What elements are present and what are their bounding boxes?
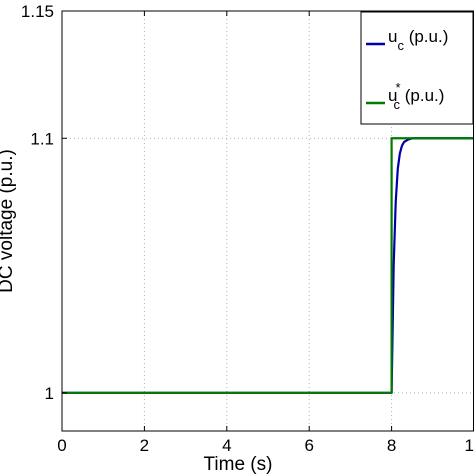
y-tick-label: 1.1 bbox=[30, 129, 54, 148]
y-tick-label: 1 bbox=[45, 384, 54, 403]
x-tick-label: 4 bbox=[222, 436, 231, 455]
y-axis-label: DC voltage (p.u.) bbox=[0, 149, 17, 293]
legend-box bbox=[360, 11, 474, 125]
legend: uc (p.u.) u* c (p.u.) bbox=[360, 11, 474, 125]
legend-entry: uc (p.u.) bbox=[388, 27, 448, 53]
x-tick-label: 2 bbox=[140, 436, 149, 455]
x-tick-label: 6 bbox=[304, 436, 313, 455]
x-tick-label: 8 bbox=[387, 436, 396, 455]
series-line-uc-ref bbox=[62, 137, 474, 394]
x-tick-label: 10 bbox=[465, 436, 474, 455]
x-tick-label: 0 bbox=[57, 436, 66, 455]
series-layer bbox=[62, 137, 474, 394]
x-axis-label: Time (s) bbox=[204, 454, 273, 474]
y-tick-label: 1.15 bbox=[21, 2, 54, 21]
legend-entry: u* c (p.u.) bbox=[388, 80, 444, 112]
series-line-uc bbox=[62, 137, 474, 394]
